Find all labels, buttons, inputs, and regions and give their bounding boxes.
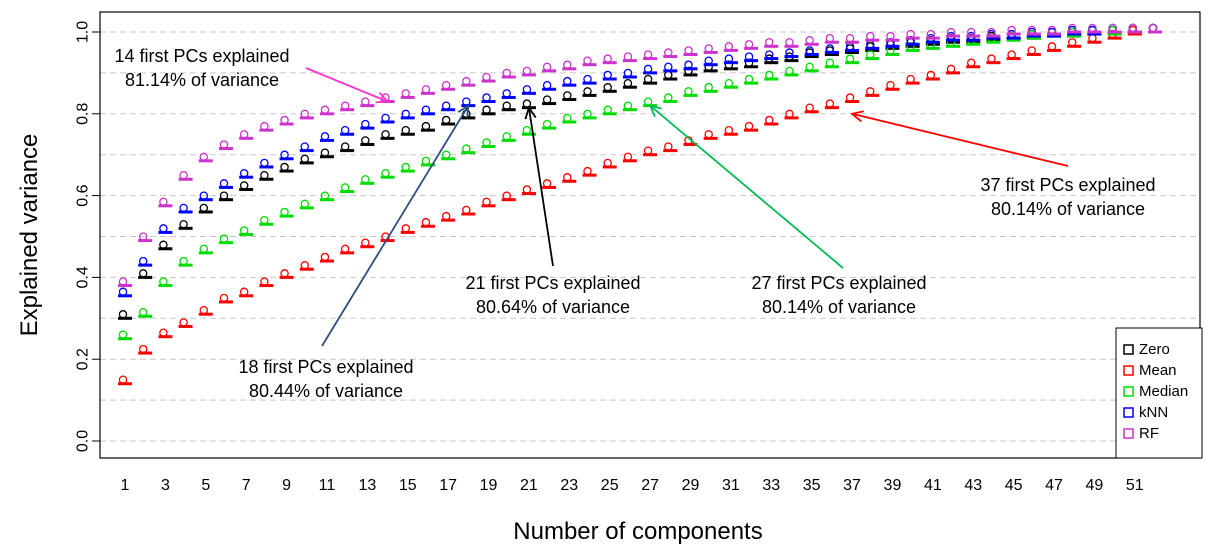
y-tick-label: 1.0	[75, 21, 92, 43]
x-tick-label: 41	[924, 477, 942, 494]
annotation-line2: 81.14% of variance	[125, 70, 279, 90]
annotation: 37 first PCs explained 80.14% of variance	[850, 110, 1156, 219]
annotation-line1: 21 first PCs explained	[465, 273, 640, 293]
x-axis: 1 3 5 7 9 11 13 15 17 19 21 23 25 27 29 31 33 35 37 39 41 43 4…	[121, 477, 1144, 494]
y-axis-title: Explained variance	[16, 134, 43, 337]
annotation-line2: 80.14% of variance	[762, 297, 916, 317]
legend-label-rf: RF	[1139, 425, 1159, 442]
annotation-arrow	[851, 112, 1069, 167]
annotation-arrowhead	[850, 110, 864, 123]
legend-swatch-knn	[1123, 407, 1134, 418]
legend-label-mean: Mean	[1139, 362, 1177, 379]
annotation-arrowhead	[375, 91, 390, 104]
x-tick-label: 9	[282, 477, 291, 494]
annotation-line2: 80.64% of variance	[476, 297, 630, 317]
x-tick-label: 39	[884, 477, 902, 494]
annotation: 21 first PCs explained 80.64% of variance	[465, 105, 641, 317]
x-tick-label: 43	[964, 477, 982, 494]
legend-label-median: Median	[1139, 383, 1188, 400]
x-tick-label: 11	[319, 477, 336, 494]
legend-swatch-rf	[1123, 428, 1134, 439]
legend-box	[1115, 327, 1203, 459]
annotation-arrow	[649, 104, 844, 269]
legend-swatch-zero	[1123, 344, 1134, 355]
legend-label-knn: kNN	[1139, 404, 1168, 421]
plot-frame	[99, 11, 1201, 459]
annotation: 14 first PCs explained 81.14% of variance	[114, 46, 390, 104]
x-tick-label: 21	[520, 477, 538, 494]
annotation-line2: 80.44% of variance	[249, 381, 403, 401]
y-tick-label: 0.4	[75, 266, 92, 288]
y-axis: 0.0 0.2 0.4 0.6 0.8 1.0	[75, 21, 100, 452]
grid-lines	[100, 31, 1200, 442]
annotation-layer: 14 first PCs explained 81.14% of variance…	[114, 46, 1155, 401]
x-tick-label: 17	[439, 477, 457, 494]
x-tick-label: 35	[803, 477, 821, 494]
series-knn	[118, 23, 1162, 298]
x-tick-label: 29	[682, 477, 700, 494]
x-tick-label: 23	[560, 477, 578, 494]
x-tick-label: 37	[843, 477, 861, 494]
x-tick-label: 45	[1005, 477, 1023, 494]
annotation-line1: 18 first PCs explained	[238, 357, 413, 377]
legend-swatch-median	[1123, 386, 1134, 397]
annotation-arrow	[305, 67, 388, 103]
annotation-line2: 80.14% of variance	[991, 199, 1145, 219]
annotation-line1: 37 first PCs explained	[980, 175, 1155, 195]
x-tick-label: 1	[121, 477, 130, 494]
annotation-line1: 14 first PCs explained	[114, 46, 289, 66]
legend-label-zero: Zero	[1139, 341, 1170, 358]
x-tick-label: 5	[201, 477, 210, 494]
x-tick-label: 15	[399, 477, 417, 494]
y-tick-label: 0.8	[75, 103, 92, 125]
x-tick-label: 33	[762, 477, 780, 494]
y-tick-label: 0.0	[75, 430, 92, 452]
x-tick-label: 19	[480, 477, 498, 494]
x-tick-label: 27	[641, 477, 659, 494]
annotation-arrow	[528, 107, 554, 267]
annotation-line1: 27 first PCs explained	[751, 273, 926, 293]
y-tick-label: 0.6	[75, 184, 92, 206]
legend: Zero Mean Median kNN RF	[1115, 327, 1203, 459]
y-tick-label: 0.2	[75, 348, 92, 370]
x-tick-label: 3	[161, 477, 170, 494]
x-axis-title: Number of components	[513, 518, 762, 545]
annotation: 18 first PCs explained 80.44% of variance	[238, 103, 470, 401]
x-tick-label: 49	[1086, 477, 1104, 494]
series-layer	[118, 23, 1162, 386]
x-tick-label: 31	[722, 477, 740, 494]
x-tick-label: 7	[242, 477, 251, 494]
x-tick-label: 51	[1126, 477, 1144, 494]
annotation-arrowhead	[648, 104, 662, 117]
annotation-arrowhead	[524, 105, 537, 120]
annotation-arrow	[321, 105, 470, 347]
legend-swatch-mean	[1123, 365, 1134, 376]
x-tick-label: 47	[1045, 477, 1063, 494]
annotation: 27 first PCs explained 80.14% of variance	[648, 104, 927, 317]
x-tick-label: 25	[601, 477, 619, 494]
annotation-arrowhead	[457, 103, 470, 118]
x-tick-label: 13	[358, 477, 376, 494]
